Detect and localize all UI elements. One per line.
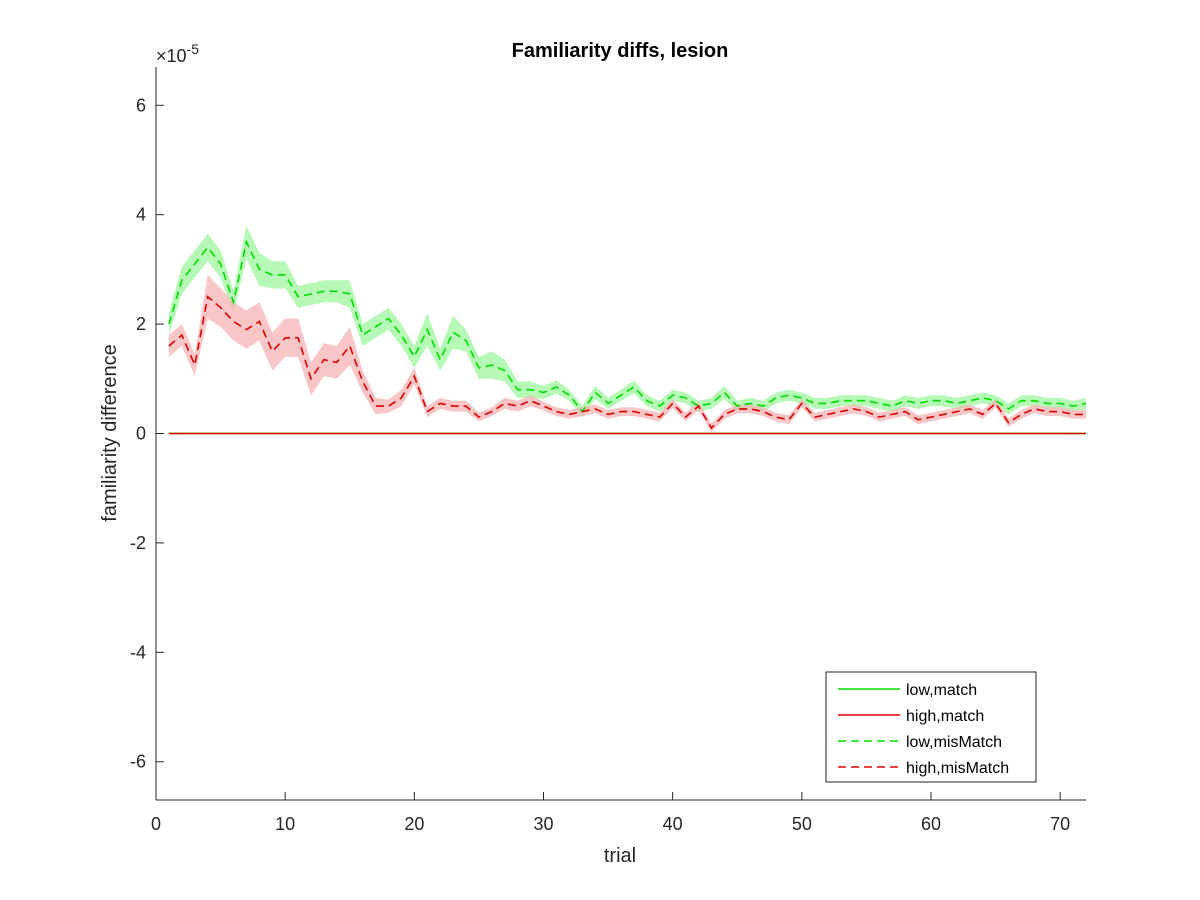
band-high-mismatch	[168, 274, 1086, 433]
y-tick-label: -2	[130, 533, 146, 553]
y-exponent-power: -5	[187, 41, 200, 57]
x-tick-label: 40	[663, 814, 683, 834]
legend-label: low,match	[906, 682, 977, 699]
x-tick-label: 30	[533, 814, 553, 834]
x-axis-label: trial	[604, 845, 636, 867]
legend-box	[825, 671, 1037, 783]
legend: low,match high,match low,misMatch high,misM…	[825, 671, 1037, 783]
legend-label: high,misMatch	[906, 760, 1009, 777]
x-tick-label: 10	[275, 814, 295, 834]
y-tick-label: 6	[136, 95, 146, 115]
y-exponent-base: ×10	[156, 46, 187, 66]
x-tick-label: 0	[151, 814, 161, 834]
band-low-mismatch	[168, 225, 1086, 418]
x-ticks: 0 10 20 30 40 50 60 70	[151, 792, 1070, 834]
y-tick-label: -6	[130, 752, 146, 772]
x-tick-label: 20	[404, 814, 424, 834]
series-lines	[168, 239, 1087, 435]
x-tick-label: 60	[921, 814, 941, 834]
series-line-high-mismatch	[168, 295, 1086, 430]
y-ticks: -6 -4 -2 0 2 4 6	[130, 95, 164, 772]
series-line-low-mismatch	[168, 239, 1087, 413]
error-bands	[168, 225, 1086, 433]
x-tick-label: 70	[1050, 814, 1070, 834]
y-tick-label: 2	[136, 314, 146, 334]
y-exponent: ×10-5	[156, 41, 199, 66]
y-tick-label: -4	[130, 642, 146, 662]
legend-label: high,match	[906, 708, 984, 725]
y-tick-label: 4	[136, 205, 146, 225]
y-axis-label: familiarity difference	[99, 344, 121, 521]
y-tick-label: 0	[136, 424, 146, 444]
x-tick-label: 50	[792, 814, 812, 834]
legend-label: low,misMatch	[906, 734, 1002, 751]
chart-title: Familiarity diffs, lesion	[512, 40, 729, 62]
